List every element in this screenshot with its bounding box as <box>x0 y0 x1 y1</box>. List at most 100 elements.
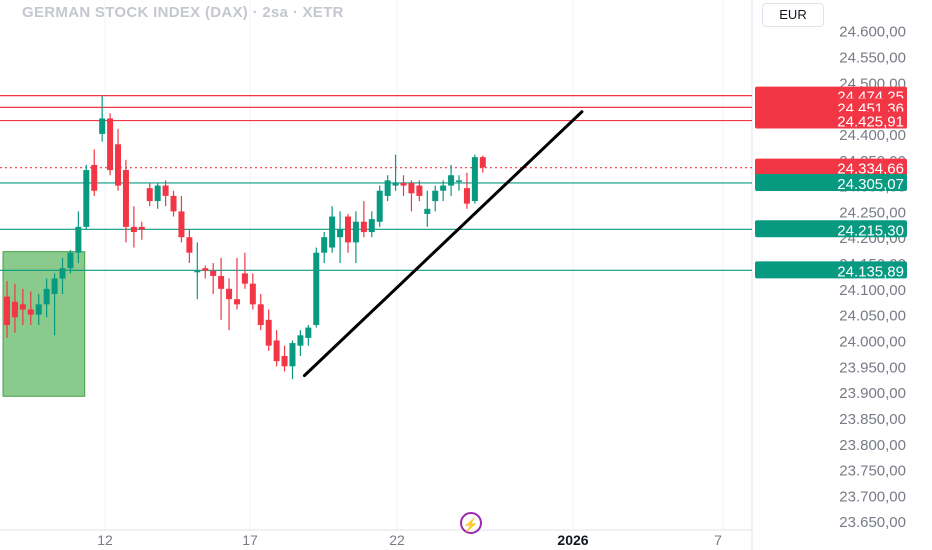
candle <box>107 113 114 176</box>
price-label-text: 24.135,89 <box>837 263 904 280</box>
candle-body <box>241 273 248 284</box>
candle <box>265 309 272 351</box>
candle-body <box>162 185 169 196</box>
x-tick-label: 17 <box>242 532 258 548</box>
price-label-text: 24.425,91 <box>837 114 904 131</box>
candle-body <box>456 180 463 182</box>
candle <box>186 229 193 264</box>
candle <box>360 201 367 238</box>
candle-body <box>194 270 201 273</box>
candle-body <box>75 226 82 253</box>
candle-body <box>186 237 193 253</box>
candle-body <box>115 144 122 186</box>
candle <box>43 278 50 318</box>
y-tick-label: 23.750,00 <box>839 463 906 480</box>
candle-body <box>4 296 10 325</box>
candle-body <box>368 219 375 233</box>
candle <box>75 211 82 264</box>
candle-body <box>479 157 486 168</box>
candle-body <box>352 221 359 243</box>
candle <box>122 159 129 243</box>
y-tick-label: 23.700,00 <box>839 488 906 505</box>
candle-body <box>122 170 129 227</box>
candle-body <box>313 252 320 325</box>
candle <box>352 211 359 264</box>
candle <box>432 185 439 212</box>
price-label: 24.215,30 <box>755 220 907 239</box>
candle <box>249 273 256 310</box>
x-tick-label: 12 <box>97 532 113 548</box>
y-tick-label: 24.600,00 <box>839 24 906 41</box>
y-tick-label: 24.250,00 <box>839 204 906 221</box>
candle <box>281 345 288 372</box>
y-tick-label: 23.800,00 <box>839 437 906 454</box>
candle <box>273 330 280 367</box>
candle-body <box>432 190 439 202</box>
price-label-text: 24.305,07 <box>837 176 904 193</box>
candle <box>115 128 122 191</box>
candle-body <box>471 157 478 202</box>
x-tick-label: 22 <box>389 532 405 548</box>
candle <box>233 257 240 310</box>
candle <box>408 180 415 212</box>
candle <box>91 149 98 196</box>
candle <box>289 340 296 380</box>
candle-body <box>281 355 288 367</box>
candle-body <box>11 301 18 318</box>
candle <box>448 164 455 196</box>
candle-body <box>392 182 399 186</box>
candle-body <box>257 304 264 325</box>
price-label-text: 24.334,66 <box>837 161 904 178</box>
x-tick-label: 2026 <box>557 532 588 548</box>
candle <box>344 213 351 253</box>
candle-body <box>43 288 50 305</box>
candle-body <box>265 319 272 346</box>
x-tick-label: 7 <box>714 532 722 548</box>
candle <box>384 175 391 202</box>
lightning-icon[interactable]: ⚡ <box>460 512 482 534</box>
y-tick-label: 24.550,00 <box>839 49 906 66</box>
candle <box>257 294 264 331</box>
candle-body <box>424 208 431 214</box>
candle <box>392 154 399 191</box>
candle-body <box>99 118 106 134</box>
candle-body <box>273 340 280 362</box>
candle <box>321 232 328 264</box>
price-label-bg <box>755 98 907 116</box>
trendline <box>302 110 584 378</box>
candle-body <box>463 188 470 204</box>
chart-title: GERMAN STOCK INDEX (DAX) · 2sa · XETR <box>22 4 344 21</box>
candle-body <box>130 226 137 233</box>
price-label-bg <box>755 220 907 238</box>
candle <box>337 211 344 264</box>
candle-body <box>35 304 42 315</box>
candle-body <box>233 299 240 305</box>
currency-button[interactable]: EUR <box>762 3 824 27</box>
y-tick-label: 23.850,00 <box>839 411 906 428</box>
price-label-bg <box>755 261 907 279</box>
zone-box <box>2 251 86 397</box>
candle <box>130 206 137 248</box>
candle-body <box>146 188 153 202</box>
y-tick-label: 23.950,00 <box>839 359 906 376</box>
price-label: 24.334,66 <box>755 158 907 178</box>
candle <box>416 180 423 202</box>
candle <box>59 257 66 295</box>
candle <box>305 324 312 346</box>
price-label: 24.305,07 <box>755 173 907 193</box>
candle <box>67 250 74 274</box>
candle <box>202 265 209 279</box>
candle-body <box>400 182 407 186</box>
price-label-bg <box>755 111 907 129</box>
candle <box>241 252 248 289</box>
candle <box>27 291 34 325</box>
candle <box>83 164 90 230</box>
candle-body <box>226 288 233 300</box>
candle-body <box>448 175 455 186</box>
candle <box>11 283 18 333</box>
candle <box>170 190 177 217</box>
y-tick-label: 24.400,00 <box>839 127 906 144</box>
price-label: 24.425,91 <box>755 111 907 131</box>
candle-body <box>107 118 114 171</box>
